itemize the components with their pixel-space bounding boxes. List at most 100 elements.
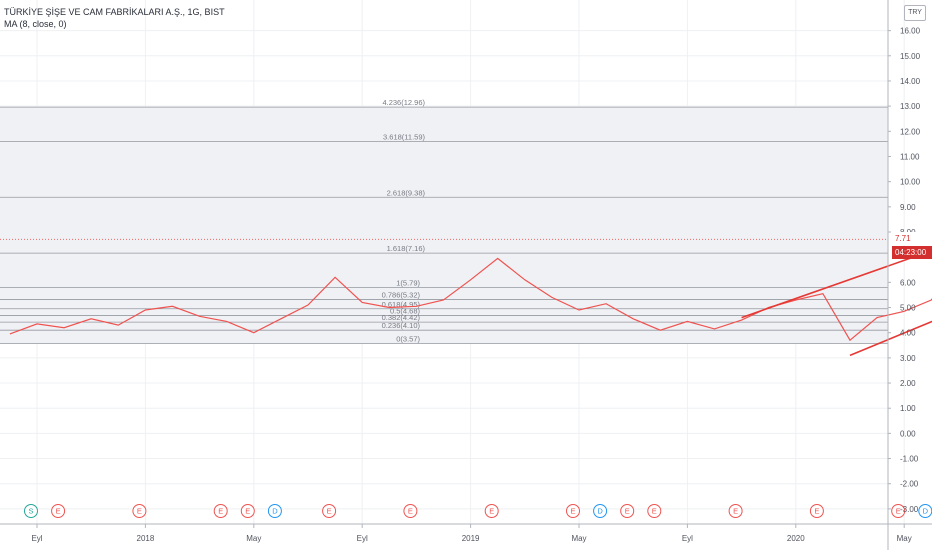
event-circle xyxy=(51,504,66,518)
fib-level-label: 2.618(9.38) xyxy=(387,188,426,197)
y-tick-label: -1.00 xyxy=(900,455,919,464)
y-tick-label: 6.00 xyxy=(900,278,916,287)
y-tick-label: 1.00 xyxy=(900,404,916,413)
event-marker: E xyxy=(322,504,337,518)
last-price-label: 7.71 xyxy=(892,232,932,246)
fib-level-label: 0.618(4.95) xyxy=(382,300,421,309)
y-tick-label: 14.00 xyxy=(900,77,921,86)
y-tick-label: 0.00 xyxy=(900,429,916,438)
event-marker: E xyxy=(240,504,255,518)
event-label: E xyxy=(625,507,630,516)
fib-level-label: 0.236(4.10) xyxy=(382,321,421,330)
event-label: E xyxy=(408,507,413,516)
y-tick-label: 13.00 xyxy=(900,102,921,111)
event-circle xyxy=(322,504,337,518)
event-marker: E xyxy=(647,504,662,518)
y-tick-label: 16.00 xyxy=(900,27,921,36)
event-circle xyxy=(403,504,418,518)
event-marker: E xyxy=(566,504,580,518)
price-line xyxy=(9,257,932,342)
fib-level-label: 4.236(12.96) xyxy=(382,98,425,107)
indicator-legend[interactable]: MA (8, close, 0) xyxy=(4,19,67,29)
event-circle xyxy=(566,504,580,518)
event-marker: E xyxy=(403,504,418,518)
event-label: E xyxy=(896,507,901,516)
event-circle xyxy=(267,504,282,518)
event-label: E xyxy=(327,507,332,516)
event-marker: S xyxy=(24,504,38,518)
x-tick-label: Eyl xyxy=(357,534,368,543)
event-label: E xyxy=(137,507,142,516)
event-marker: E xyxy=(809,504,824,518)
fib-level-label: 0.382(4.42) xyxy=(382,313,421,322)
fib-level-label: 1(5.79) xyxy=(396,279,420,288)
event-marker: D xyxy=(267,504,282,518)
fib-zone xyxy=(0,107,888,344)
event-marker: E xyxy=(484,504,499,518)
y-tick-label: -3.00 xyxy=(900,505,919,514)
fib-level-label: 1.618(7.16) xyxy=(387,244,426,253)
event-label: E xyxy=(245,507,250,516)
event-label: S xyxy=(28,507,33,516)
event-label: E xyxy=(570,507,575,516)
y-tick-label: 10.00 xyxy=(900,178,921,187)
event-marker: E xyxy=(728,504,743,518)
y-tick-label: -2.00 xyxy=(900,480,919,489)
countdown-label: 04:23:00 xyxy=(892,246,932,260)
event-circle xyxy=(647,504,662,518)
event-label: D xyxy=(597,507,603,516)
trend-channel[interactable] xyxy=(741,136,932,357)
event-marker: D xyxy=(918,504,932,518)
y-tick-label: 11.00 xyxy=(900,152,920,161)
event-circle xyxy=(891,504,906,518)
event-marker: E xyxy=(132,504,147,518)
event-circle xyxy=(728,504,743,518)
fib-level-label: 3.618(11.59) xyxy=(383,133,425,142)
x-tick-label: May xyxy=(897,534,912,543)
event-marker: E xyxy=(51,504,66,518)
events-row: SEEEEDEEEEDEEEEEDEEEE xyxy=(24,504,932,518)
event-circle xyxy=(593,504,608,518)
event-label: E xyxy=(733,507,738,516)
event-label: D xyxy=(923,507,929,516)
event-circle xyxy=(484,504,499,518)
event-label: E xyxy=(218,507,223,516)
x-tick-label: 2018 xyxy=(137,534,155,543)
fib-level-label: 0.5(4.68) xyxy=(390,307,421,316)
event-label: E xyxy=(814,507,819,516)
event-circle xyxy=(132,504,147,518)
x-tick-label: Eyl xyxy=(31,534,42,543)
y-tick-label: 2.00 xyxy=(900,379,916,388)
x-tick-label: May xyxy=(571,534,586,543)
event-circle xyxy=(620,504,635,518)
event-circle xyxy=(213,504,228,518)
event-circle xyxy=(24,504,38,518)
x-tick-label: Eyl xyxy=(682,534,693,543)
event-circle xyxy=(809,504,824,518)
y-tick-label: 12.00 xyxy=(900,127,921,136)
event-label: D xyxy=(272,507,278,516)
event-marker: E xyxy=(620,504,635,518)
chart-header: TÜRKİYE ŞİŞE VE CAM FABRİKALARI A.Ş., 1G… xyxy=(4,6,225,30)
y-tick-label: 9.00 xyxy=(900,203,916,212)
fib-level-label: 0.786(5.32) xyxy=(382,290,421,299)
fibonacci-retracement[interactable]: 4.236(12.96) 3.618(11.59) 2.618(9.38) 1.618… xyxy=(0,98,888,344)
event-label: E xyxy=(652,507,657,516)
event-label: E xyxy=(56,507,61,516)
currency-button[interactable]: TRY xyxy=(904,5,926,21)
y-tick-label: 4.00 xyxy=(900,329,916,338)
channel-line xyxy=(849,320,932,357)
symbol-title[interactable]: TÜRKİYE ŞİŞE VE CAM FABRİKALARI A.Ş., 1G… xyxy=(4,7,225,17)
y-tick-label: 5.00 xyxy=(900,304,916,313)
y-tick-label: 15.00 xyxy=(900,52,921,61)
event-circle xyxy=(240,504,255,518)
channel-line xyxy=(741,249,932,319)
event-marker: E xyxy=(891,504,906,518)
event-label: E xyxy=(489,507,494,516)
event-marker: D xyxy=(593,504,608,518)
x-tick-label: 2020 xyxy=(787,534,805,543)
y-tick-label: 3.00 xyxy=(900,354,916,363)
price-series xyxy=(0,238,932,342)
